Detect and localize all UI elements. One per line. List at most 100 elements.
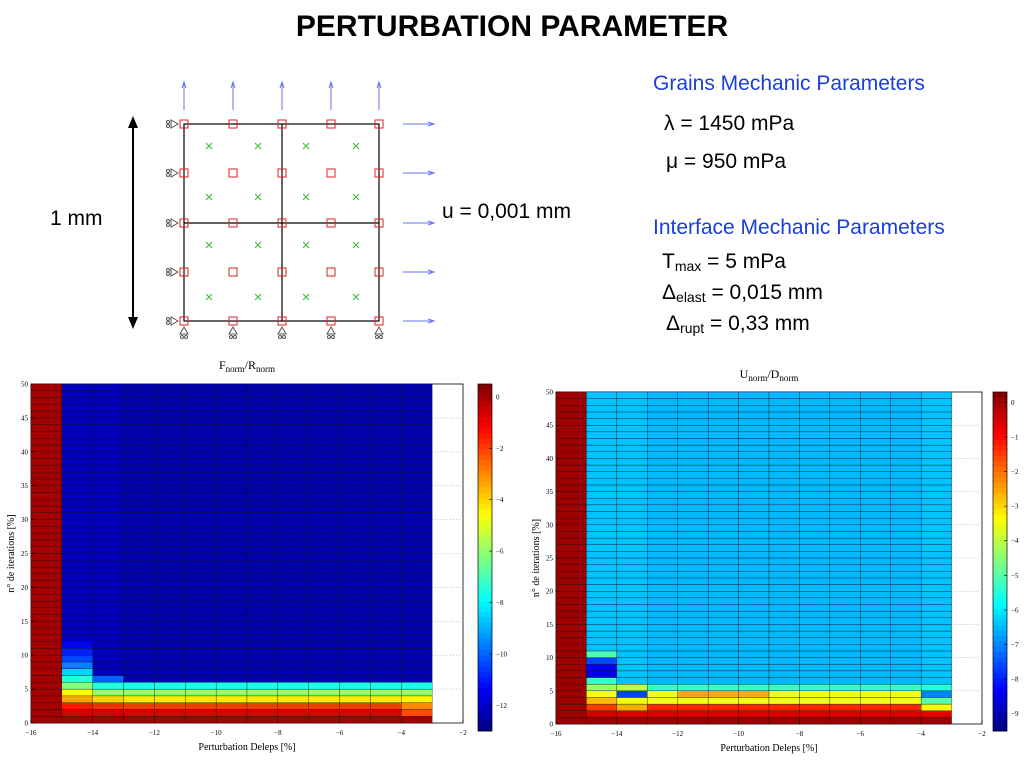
heatmap-cell (647, 591, 678, 599)
heatmap-cell (339, 560, 371, 568)
heatmap-cell (92, 587, 124, 595)
heatmap-cell (768, 564, 800, 572)
heatmap-cell (308, 431, 340, 439)
y-tick-label: 5 (25, 686, 29, 694)
heatmap-cell (154, 465, 186, 473)
heatmap-cell (246, 417, 279, 425)
heatmap-cell (370, 587, 402, 595)
heatmap-cell (616, 577, 648, 585)
heatmap-cell (677, 531, 709, 539)
heatmap-cell (555, 438, 587, 446)
heatmap-cell (555, 624, 587, 632)
heatmap-cell (890, 478, 922, 486)
heatmap-cell (799, 564, 831, 572)
heatmap-cell (799, 657, 831, 665)
heatmap-cell (799, 411, 831, 419)
heatmap-cell (586, 544, 618, 552)
colorbar-tick-label: −6 (496, 548, 504, 556)
heatmap-cell (185, 417, 217, 425)
colorbar-swatch (993, 699, 1007, 705)
heatmap-cell (185, 505, 217, 513)
heatmap-cell (246, 451, 279, 459)
heatmap-cell (586, 411, 618, 419)
colorbar-swatch (993, 466, 1007, 472)
heatmap-cell (215, 485, 248, 493)
interface-heading: Interface Mechanic Parameters (653, 216, 945, 239)
heatmap-cell (401, 478, 433, 486)
heatmap-cell (586, 710, 618, 718)
heatmap-cell (308, 526, 340, 534)
heatmap-cell (401, 404, 433, 412)
heatmap-cell (277, 451, 309, 459)
heatmap-cell (707, 637, 739, 645)
x-tick-label: −14 (87, 729, 98, 737)
tmax-param: Tmax = 5 mPa (662, 250, 786, 274)
heatmap-cell (890, 544, 922, 552)
gauss-point (254, 193, 262, 201)
mesh-node (228, 267, 238, 277)
heatmap-cell (370, 614, 402, 622)
heatmap-cell (215, 404, 248, 412)
heatmap-cell (647, 484, 678, 492)
heatmap-cell (586, 617, 618, 625)
heatmap-cell (277, 655, 309, 663)
heatmap-cell (370, 431, 402, 439)
heatmap-cell (30, 607, 63, 615)
heatmap-cell (92, 573, 124, 581)
heatmap-cell (768, 451, 800, 459)
roller (166, 120, 170, 124)
heatmap-cell (185, 573, 217, 581)
heatmap-cell (401, 607, 433, 615)
heatmap-cell (30, 505, 63, 513)
y-tick-label: 50 (21, 381, 29, 389)
heatmap-cell (799, 544, 831, 552)
heatmap-cell (277, 404, 309, 412)
colorbar-swatch (993, 429, 1007, 435)
heatmap-cell (860, 597, 891, 605)
heatmap-cell (401, 641, 433, 649)
heatmap-cell (215, 438, 248, 446)
heatmap-cell (370, 641, 402, 649)
heatmap-cell (738, 703, 770, 711)
colorbar-tick-label: −9 (1011, 710, 1019, 718)
heatmap-cell (890, 511, 922, 519)
heatmap-cell (799, 591, 831, 599)
heatmap-cell (890, 624, 922, 632)
roller-support (170, 316, 180, 326)
heatmap-cell (616, 584, 648, 592)
gauss-point (352, 241, 360, 249)
heatmap-cell (30, 641, 63, 649)
heatmap-cell (768, 664, 800, 672)
heatmap-cell (277, 539, 309, 547)
heatmap-cell (738, 597, 770, 605)
heatmap-cell (738, 644, 770, 652)
heatmap-cell (154, 661, 186, 669)
x-tick-label: −8 (796, 730, 804, 738)
heatmap-cell (401, 546, 433, 554)
heatmap-cell (185, 695, 217, 703)
heatmap-cell (339, 505, 371, 513)
heatmap-cell (860, 610, 891, 618)
heatmap-cell (277, 580, 309, 588)
heatmap-cell (401, 621, 433, 629)
heatmap-cell (555, 504, 587, 512)
load-arrows (181, 80, 436, 324)
heatmap-cell (339, 526, 371, 534)
heatmap-cell (215, 682, 248, 690)
heatmap-cell (61, 383, 93, 391)
delta-rupt-param: Δrupt = 0,33 mm (666, 312, 810, 336)
heatmap-cell (61, 397, 93, 405)
heatmap-cell (215, 539, 248, 547)
heatmap-cell (860, 717, 891, 725)
heatmap-cell (308, 682, 340, 690)
heatmap-cell (768, 710, 800, 718)
colorbar-swatch (993, 640, 1007, 647)
heatmap-cell (308, 505, 340, 513)
heatmap-cell (92, 519, 124, 527)
heatmap-cell (277, 587, 309, 595)
heatmap-cell (154, 485, 186, 493)
heatmap-cell (555, 531, 587, 539)
heatmap-cell (829, 677, 861, 685)
heatmap-cell (920, 471, 952, 479)
roller-support (277, 325, 287, 335)
